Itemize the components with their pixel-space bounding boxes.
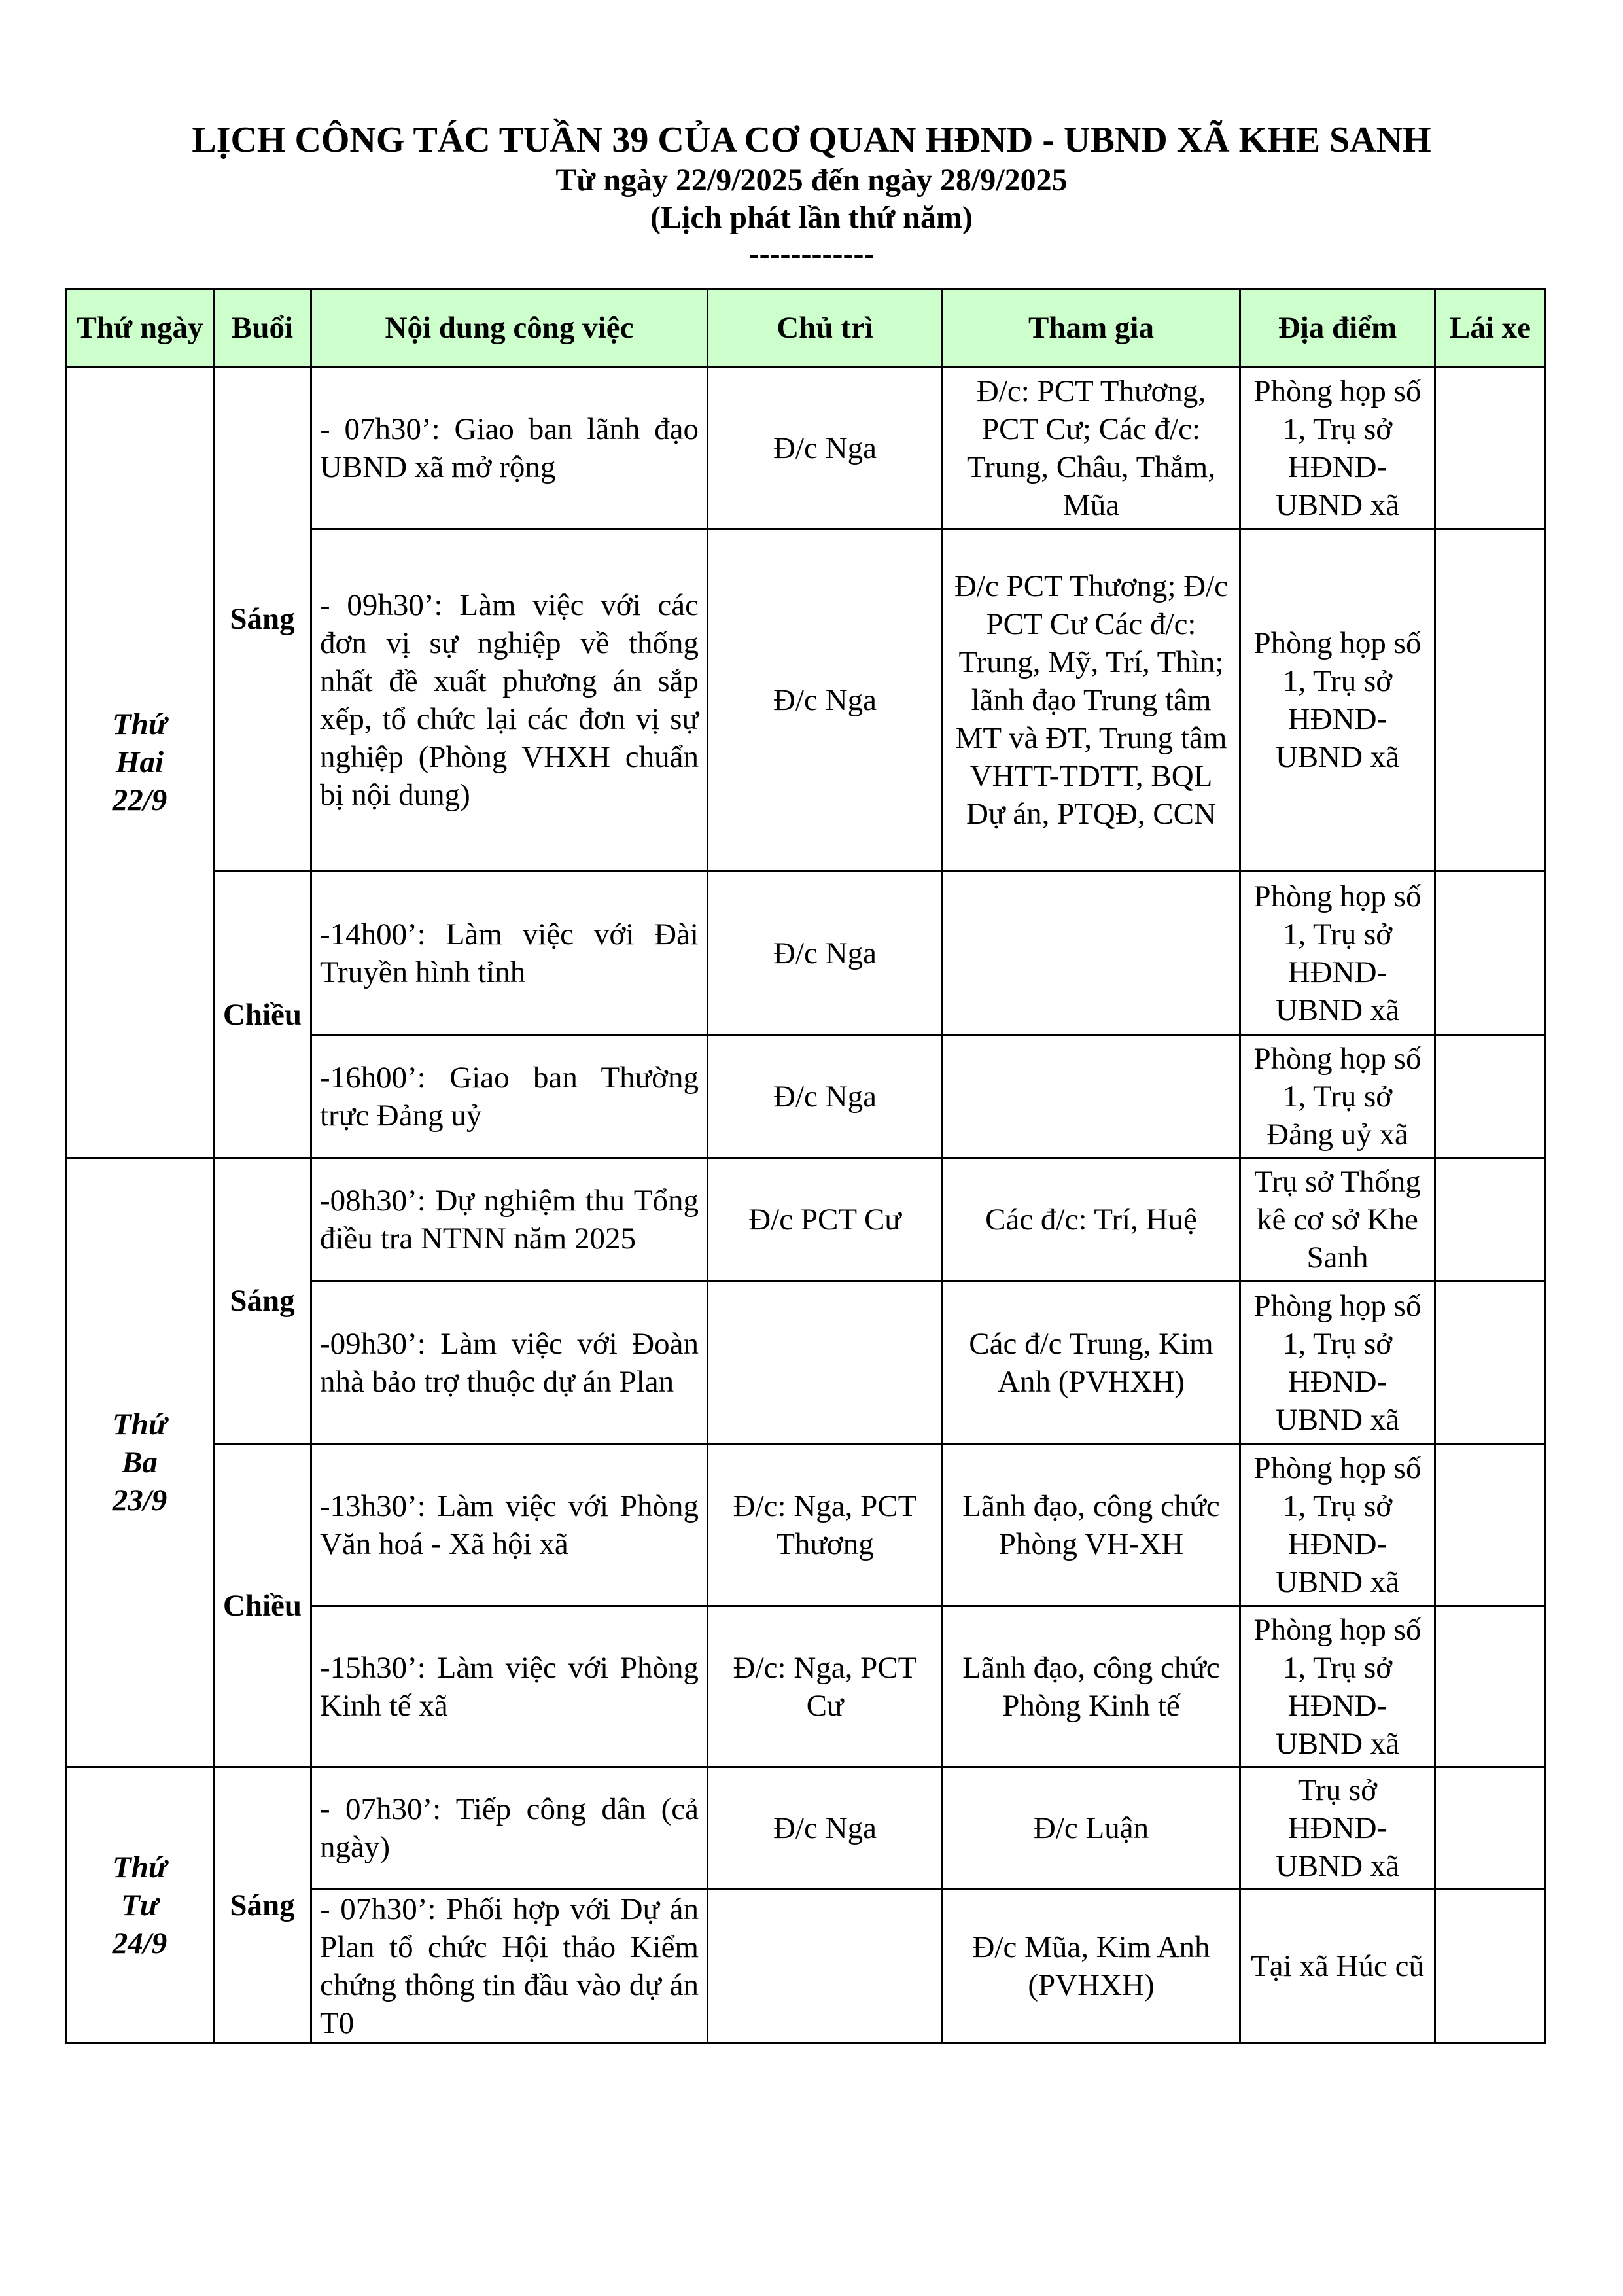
chair-cell: Đ/c Nga xyxy=(707,870,943,1036)
table-row: Thứ Hai 22/9 Sáng - 07h30’: Giao ban lãnh … xyxy=(65,366,1546,1159)
driver-cell xyxy=(1434,1443,1546,1607)
location-cell: Tại xã Húc cũ xyxy=(1239,1888,1436,2044)
session-cell: Sáng xyxy=(213,1157,312,1445)
location-cell: Trụ sở HĐND-UBND xã xyxy=(1239,1766,1436,1890)
table-row: Chiều -14h00’: Làm việc với Đài Truyền hì… xyxy=(66,870,1546,1159)
col-header-day: Thứ ngày xyxy=(65,288,215,368)
content-cell: -09h30’: Làm việc với Đoàn nhà bảo trợ t… xyxy=(310,1280,708,1445)
session-cell: Chiều xyxy=(213,870,312,1159)
content-cell: -15h30’: Làm việc với Phòng Kinh tế xã xyxy=(310,1605,708,1768)
location-cell: Trụ sở Thống kê cơ sở Khe Sanh xyxy=(1239,1157,1436,1282)
location-cell: Phòng họp số 1, Trụ sở HĐND-UBND xã xyxy=(1239,366,1436,530)
chair-cell xyxy=(707,1280,943,1445)
chair-cell: Đ/c Nga xyxy=(707,366,943,530)
table-row: - 09h30’: Làm việc với các đơn vị sự ngh… xyxy=(66,528,1546,872)
day-cell: Thứ Ba 23/9 xyxy=(65,1157,215,1768)
session-cell: Sáng xyxy=(213,1766,312,2044)
location-cell: Phòng họp số 1, Trụ sở Đảng uỷ xã xyxy=(1239,1034,1436,1159)
participants-cell: Đ/c Mũa, Kim Anh (PVHXH) xyxy=(941,1888,1241,2044)
chair-cell: Đ/c: Nga, PCT Cư xyxy=(707,1605,943,1768)
schedule-table: Thứ ngày Buổi Nội dung công việc Chủ trì… xyxy=(65,288,1546,2044)
location-cell: Phòng họp số 1, Trụ sở HĐND-UBND xã xyxy=(1239,1605,1436,1768)
separator: ------------ xyxy=(748,236,875,271)
content-cell: -16h00’: Giao ban Thường trực Đảng uỷ xyxy=(310,1034,708,1159)
driver-cell xyxy=(1434,1605,1546,1768)
col-header-content: Nội dung công việc xyxy=(310,288,708,368)
participants-cell xyxy=(941,1034,1241,1159)
driver-cell xyxy=(1434,870,1546,1036)
chair-cell xyxy=(707,1888,943,2044)
session-cell: Chiều xyxy=(213,1443,312,1768)
driver-cell xyxy=(1434,1157,1546,1282)
document-title: LỊCH CÔNG TÁC TUẦN 39 CỦA CƠ QUAN HĐND -… xyxy=(192,120,1431,160)
date-range: Từ ngày 22/9/2025 đến ngày 28/9/2025 xyxy=(555,163,1068,198)
chair-cell: Đ/c Nga xyxy=(707,1766,943,1890)
driver-cell xyxy=(1434,1888,1546,2044)
participants-cell: Các đ/c: Trí, Huệ xyxy=(941,1157,1241,1282)
content-cell: -08h30’: Dự nghiệm thu Tổng điều tra NTN… xyxy=(310,1157,708,1282)
content-cell: -14h00’: Làm việc với Đài Truyền hình tỉ… xyxy=(310,870,708,1036)
chair-cell: Đ/c Nga xyxy=(707,528,943,872)
table-row: -09h30’: Làm việc với Đoàn nhà bảo trợ t… xyxy=(66,1280,1546,1445)
participants-cell: Các đ/c Trung, Kim Anh (PVHXH) xyxy=(941,1280,1241,1445)
participants-cell: Đ/c Luận xyxy=(941,1766,1241,1890)
table-row: -15h30’: Làm việc với Phòng Kinh tế xã Đ/… xyxy=(66,1605,1546,1768)
content-cell: - 07h30’: Phối hợp với Dự án Plan tổ chứ… xyxy=(310,1888,708,2044)
driver-cell xyxy=(1434,366,1546,530)
col-header-chair: Chủ trì xyxy=(707,288,943,368)
col-header-driver: Lái xe xyxy=(1434,288,1546,368)
chair-cell: Đ/c PCT Cư xyxy=(707,1157,943,1282)
content-cell: -13h30’: Làm việc với Phòng Văn hoá - Xã… xyxy=(310,1443,708,1607)
participants-cell: Đ/c PCT Thương; Đ/c PCT Cư Các đ/c: Trun… xyxy=(941,528,1241,872)
participants-cell: Lãnh đạo, công chức Phòng VH-XH xyxy=(941,1443,1241,1607)
table-row: -16h00’: Giao ban Thường trực Đảng uỷ Đ/c… xyxy=(66,1034,1546,1159)
location-cell: Phòng họp số 1, Trụ sở HĐND-UBND xã xyxy=(1239,1443,1436,1607)
header-row: Thứ ngày Buổi Nội dung công việc Chủ trì… xyxy=(65,288,1546,368)
participants-cell: Lãnh đạo, công chức Phòng Kinh tế xyxy=(941,1605,1241,1768)
participants-cell xyxy=(941,870,1241,1036)
participants-cell: Đ/c: PCT Thương, PCT Cư; Các đ/c: Trung,… xyxy=(941,366,1241,530)
driver-cell xyxy=(1434,528,1546,872)
table-row: Thứ Tư 24/9 Sáng - 07h30’: Tiếp công dân (… xyxy=(65,1766,1546,2044)
content-cell: - 09h30’: Làm việc với các đơn vị sự ngh… xyxy=(310,528,708,872)
driver-cell xyxy=(1434,1280,1546,1445)
day-cell: Thứ Hai 22/9 xyxy=(65,366,215,1159)
content-cell: - 07h30’: Giao ban lãnh đạo UBND xã mở r… xyxy=(310,366,708,530)
table-row: Chiều -13h30’: Làm việc với Phòng Văn hoá… xyxy=(66,1443,1546,1768)
session-cell: Sáng xyxy=(213,366,312,872)
col-header-session: Buổi xyxy=(213,288,312,368)
day-cell: Thứ Tư 24/9 xyxy=(65,1766,215,2044)
driver-cell xyxy=(1434,1766,1546,1890)
table-row: Thứ Ba 23/9 Sáng -08h30’: Dự nghiệm thu Tổ… xyxy=(65,1157,1546,1768)
edition-note: (Lịch phát lần thứ năm) xyxy=(650,200,973,235)
content-cell: - 07h30’: Tiếp công dân (cả ngày) xyxy=(310,1766,708,1890)
location-cell: Phòng họp số 1, Trụ sở HĐND-UBND xã xyxy=(1239,1280,1436,1445)
chair-cell: Đ/c: Nga, PCT Thương xyxy=(707,1443,943,1607)
driver-cell xyxy=(1434,1034,1546,1159)
table-row: - 07h30’: Phối hợp với Dự án Plan tổ chứ… xyxy=(66,1888,1546,2044)
col-header-participants: Tham gia xyxy=(941,288,1241,368)
chair-cell: Đ/c Nga xyxy=(707,1034,943,1159)
location-cell: Phòng họp số 1, Trụ sở HĐND-UBND xã xyxy=(1239,528,1436,872)
location-cell: Phòng họp số 1, Trụ sở HĐND-UBND xã xyxy=(1239,870,1436,1036)
col-header-location: Địa điểm xyxy=(1239,288,1436,368)
